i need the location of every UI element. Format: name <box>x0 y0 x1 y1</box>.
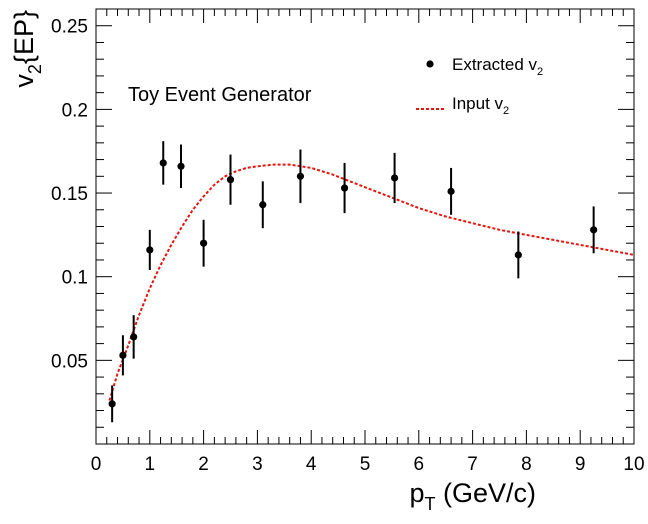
x-tick-label: 0 <box>91 454 102 475</box>
legend-label-input: Input v2 <box>452 94 509 117</box>
y-tick-label: 0.2 <box>62 100 88 121</box>
axis-ticks <box>95 9 635 444</box>
data-point <box>390 174 399 182</box>
tick-labels: 0 1 2 3 4 5 6 7 8 9 10 0.05 0.1 0.15 0.2 0.25 <box>51 17 645 475</box>
y-axis-label: v2{EP} <box>9 10 45 88</box>
data-point <box>259 201 267 209</box>
x-axis-label-sub: T <box>424 494 435 514</box>
y-axis-label-main: v <box>9 74 39 88</box>
x-tick-label: 8 <box>521 454 532 475</box>
y-tick-label: 0.1 <box>62 268 88 289</box>
data-point <box>447 187 455 195</box>
x-tick-label: 2 <box>198 454 209 475</box>
y-tick-label: 0.25 <box>51 17 88 38</box>
annotation-text: Toy Event Generator <box>128 84 312 106</box>
data-point <box>119 351 127 359</box>
x-tick-label: 5 <box>360 454 371 475</box>
data-point <box>340 184 349 192</box>
plot-frame <box>95 8 635 445</box>
data-point <box>146 246 154 254</box>
y-axis-label-rest: {EP} <box>9 10 39 64</box>
legend-label-input-sub: 2 <box>503 105 509 117</box>
data-point <box>200 239 208 247</box>
x-tick-label: 4 <box>306 454 317 475</box>
x-tick-label: 10 <box>623 454 644 475</box>
legend-label-extracted-sub: 2 <box>537 66 543 78</box>
y-axis-label-sub: 2 <box>25 64 45 74</box>
data-point <box>514 251 522 259</box>
x-axis-label-rest: (GeV/c) <box>435 478 536 508</box>
legend-label-extracted-main: Extracted v <box>452 55 538 74</box>
legend-label-extracted: Extracted v2 <box>452 55 543 78</box>
data-point <box>108 400 116 408</box>
x-tick-label: 1 <box>145 454 156 475</box>
x-tick-label: 6 <box>414 454 425 475</box>
legend: Extracted v2 Input v2 <box>416 55 543 117</box>
input-v2-curve-layer <box>108 163 635 401</box>
data-point <box>159 159 167 167</box>
x-axis-label-main: p <box>409 478 424 508</box>
legend-marker-extracted <box>426 60 434 68</box>
extracted-v2-points-layer <box>108 141 598 423</box>
data-point <box>590 226 598 234</box>
data-point <box>226 176 235 184</box>
data-point <box>296 172 305 180</box>
x-tick-label: 7 <box>467 454 478 475</box>
input-v2-curve <box>108 163 635 401</box>
x-axis-label: pT (GeV/c) <box>409 478 536 514</box>
x-tick-label: 3 <box>252 454 263 475</box>
data-point <box>177 162 185 170</box>
legend-label-input-main: Input v <box>452 94 504 113</box>
y-tick-label: 0.05 <box>51 351 88 372</box>
data-point <box>130 333 138 341</box>
y-tick-label: 0.15 <box>51 184 88 205</box>
x-tick-label: 9 <box>575 454 586 475</box>
